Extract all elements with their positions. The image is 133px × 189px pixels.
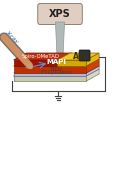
Text: X-ray: X-ray (5, 29, 20, 44)
Polygon shape (57, 60, 86, 66)
Text: Spiro-OMeTAD: Spiro-OMeTAD (21, 54, 59, 59)
Polygon shape (55, 22, 65, 63)
Polygon shape (14, 53, 72, 60)
Polygon shape (14, 73, 86, 76)
Polygon shape (59, 53, 72, 66)
Polygon shape (62, 60, 86, 62)
Polygon shape (86, 69, 99, 81)
Polygon shape (57, 53, 99, 60)
Text: XPS: XPS (49, 9, 71, 19)
Polygon shape (14, 66, 86, 73)
Text: MAPI: MAPI (46, 60, 66, 66)
Polygon shape (86, 59, 99, 73)
Text: Spiro-OMeTAD: Spiro-OMeTAD (96, 49, 129, 70)
Polygon shape (14, 60, 59, 66)
Text: Au: Au (73, 52, 85, 61)
Polygon shape (60, 60, 88, 61)
Polygon shape (86, 53, 99, 66)
Text: TiO₂: TiO₂ (50, 67, 63, 72)
Text: FTO/Glass: FTO/Glass (41, 70, 72, 75)
Polygon shape (14, 66, 99, 73)
Polygon shape (14, 59, 99, 66)
Polygon shape (86, 66, 99, 76)
Polygon shape (65, 60, 86, 61)
Polygon shape (14, 69, 99, 76)
Polygon shape (14, 76, 86, 81)
FancyBboxPatch shape (38, 4, 82, 25)
Polygon shape (57, 63, 63, 71)
Polygon shape (31, 61, 53, 69)
FancyBboxPatch shape (79, 50, 90, 61)
